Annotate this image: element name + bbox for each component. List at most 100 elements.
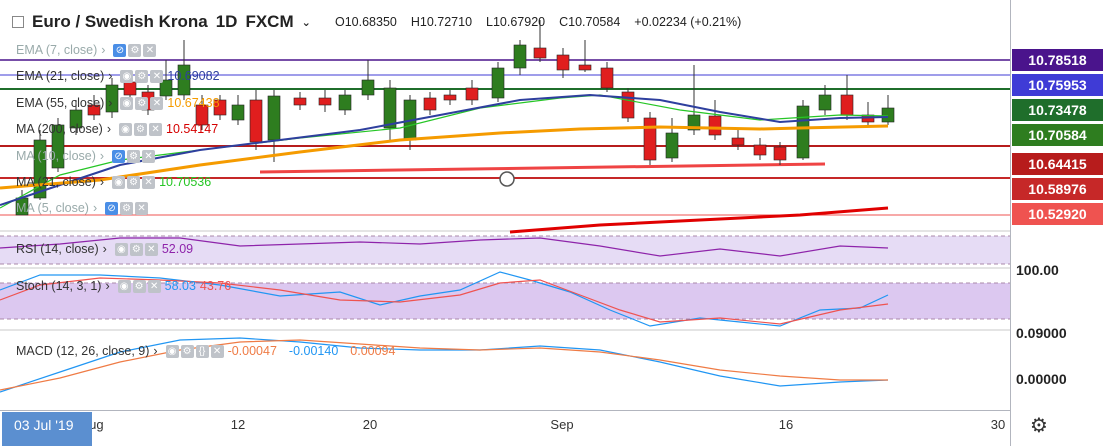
- close-icon[interactable]: ✕: [150, 69, 164, 83]
- gear-icon[interactable]: ⚙: [128, 43, 142, 57]
- candle[interactable]: [69, 109, 83, 129]
- candle[interactable]: [231, 104, 245, 121]
- chevron-down-icon[interactable]: ›: [99, 175, 105, 189]
- candle[interactable]: [195, 104, 209, 126]
- legend-ma21[interactable]: MA (21, close) › ◉ ⚙ ✕ 10.70536: [16, 175, 212, 189]
- chart-title[interactable]: Euro / Swedish Krona 1D FXCM ⌄: [12, 12, 311, 32]
- price-chart-svg[interactable]: [0, 0, 1010, 412]
- candle[interactable]: [840, 94, 854, 116]
- candle[interactable]: [249, 99, 263, 143]
- candle[interactable]: [383, 87, 397, 129]
- gear-icon[interactable]: ⚙: [127, 149, 141, 163]
- candle[interactable]: [753, 144, 767, 156]
- trendline-support[interactable]: [259, 162, 826, 174]
- chevron-down-icon[interactable]: ›: [92, 201, 98, 215]
- candle[interactable]: [491, 67, 505, 99]
- legend-ema7[interactable]: EMA (7, close) › ⊘ ⚙ ✕: [16, 43, 157, 57]
- gear-icon[interactable]: ⚙: [134, 122, 148, 136]
- eye-icon[interactable]: ◉: [165, 344, 179, 358]
- eye-hidden-icon[interactable]: ⊘: [112, 149, 126, 163]
- candle[interactable]: [123, 81, 137, 96]
- chevron-down-icon[interactable]: ›: [101, 43, 106, 57]
- gear-icon[interactable]: ⚙: [1030, 415, 1048, 437]
- gear-icon[interactable]: ⚙: [132, 279, 146, 293]
- eye-hidden-icon[interactable]: ⊘: [105, 201, 119, 215]
- eye-icon[interactable]: ◉: [117, 279, 131, 293]
- candle[interactable]: [159, 79, 173, 97]
- candle[interactable]: [213, 99, 227, 116]
- candle[interactable]: [338, 94, 352, 111]
- close-icon[interactable]: ✕: [143, 43, 157, 57]
- eye-icon[interactable]: ◉: [114, 242, 128, 256]
- candle[interactable]: [665, 132, 679, 159]
- legend-ma5[interactable]: MA (5, close) › ⊘ ⚙ ✕: [16, 201, 149, 215]
- close-icon[interactable]: ✕: [149, 122, 163, 136]
- candle[interactable]: [443, 94, 457, 101]
- close-icon[interactable]: ✕: [142, 149, 156, 163]
- eye-icon[interactable]: ◉: [120, 69, 134, 83]
- legend-ema55[interactable]: EMA (55, close) › ◉ ⚙ ✕ 10.67438: [16, 96, 220, 110]
- candle[interactable]: [731, 137, 745, 146]
- braces-icon[interactable]: {}: [195, 344, 209, 358]
- chevron-down-icon[interactable]: ›: [99, 149, 105, 163]
- chevron-down-icon[interactable]: ›: [108, 69, 113, 83]
- candle[interactable]: [796, 105, 810, 159]
- symbol-name[interactable]: Euro / Swedish Krona: [32, 12, 208, 31]
- ma200-line[interactable]: [509, 206, 889, 234]
- candle[interactable]: [267, 95, 281, 141]
- legend-ma10[interactable]: MA (10, close) › ⊘ ⚙ ✕: [16, 149, 156, 163]
- candle[interactable]: [361, 79, 375, 96]
- ema21-line[interactable]: [0, 93, 889, 206]
- chevron-down-icon[interactable]: ›: [153, 344, 158, 358]
- collapse-icon[interactable]: [12, 16, 24, 28]
- legend-rsi[interactable]: RSI (14, close) › ◉ ⚙ ✕ 52.09: [16, 242, 194, 256]
- eye-icon[interactable]: ◉: [120, 96, 134, 110]
- candle[interactable]: [105, 84, 119, 113]
- candle[interactable]: [51, 124, 65, 169]
- chevron-down-icon[interactable]: ›: [106, 122, 112, 136]
- eye-icon[interactable]: ◉: [119, 122, 133, 136]
- legend-macd[interactable]: MACD (12, 26, close, 9) › ◉ ⚙{} ✕ -0.00047 …: [16, 344, 396, 358]
- trendline-handle[interactable]: [499, 171, 515, 187]
- candle[interactable]: [578, 64, 592, 71]
- candle[interactable]: [600, 67, 614, 89]
- gear-icon[interactable]: ⚙: [120, 201, 134, 215]
- stoch-k-line[interactable]: [0, 271, 889, 327]
- macd-line[interactable]: [0, 337, 889, 393]
- close-icon[interactable]: ✕: [210, 344, 224, 358]
- candle[interactable]: [177, 64, 191, 96]
- close-icon[interactable]: ✕: [147, 279, 161, 293]
- candle[interactable]: [465, 87, 479, 101]
- interval[interactable]: 1D: [215, 12, 238, 31]
- gear-icon[interactable]: ⚙: [135, 69, 149, 83]
- rsi-line[interactable]: [0, 237, 889, 257]
- candle[interactable]: [556, 54, 570, 71]
- chevron-down-icon[interactable]: ›: [105, 279, 110, 293]
- close-icon[interactable]: ✕: [144, 242, 158, 256]
- eye-hidden-icon[interactable]: ⊘: [113, 43, 127, 57]
- candle[interactable]: [643, 117, 657, 161]
- source[interactable]: FXCM: [245, 12, 294, 31]
- candle[interactable]: [881, 107, 895, 123]
- gear-icon[interactable]: ⚙: [129, 242, 143, 256]
- time-axis[interactable]: Aug 12 20 Sep 16 30: [0, 410, 1010, 447]
- gear-icon[interactable]: ⚙: [180, 344, 194, 358]
- chevron-down-icon[interactable]: ›: [102, 242, 107, 256]
- candle[interactable]: [318, 97, 332, 106]
- candle[interactable]: [621, 91, 635, 119]
- ema55-line[interactable]: [0, 124, 889, 190]
- chevron-down-icon[interactable]: ›: [108, 96, 113, 110]
- chart-area[interactable]: Euro / Swedish Krona 1D FXCM ⌄ O10.68350…: [0, 0, 1010, 412]
- candle[interactable]: [87, 104, 101, 116]
- macd-signal-line[interactable]: [0, 339, 888, 391]
- gear-icon[interactable]: ⚙: [127, 175, 141, 189]
- close-icon[interactable]: ✕: [135, 201, 149, 215]
- gear-icon[interactable]: ⚙: [135, 96, 149, 110]
- eye-icon[interactable]: ◉: [112, 175, 126, 189]
- legend-ema21[interactable]: EMA (21, close) › ◉ ⚙ ✕ 10.69082: [16, 69, 220, 83]
- candle[interactable]: [773, 146, 787, 161]
- candle[interactable]: [423, 97, 437, 111]
- legend-stoch[interactable]: Stoch (14, 3, 1) › ◉ ⚙ ✕ 58.03 43.76: [16, 279, 232, 293]
- chevron-down-icon[interactable]: ⌄: [301, 16, 311, 29]
- candle[interactable]: [533, 47, 547, 59]
